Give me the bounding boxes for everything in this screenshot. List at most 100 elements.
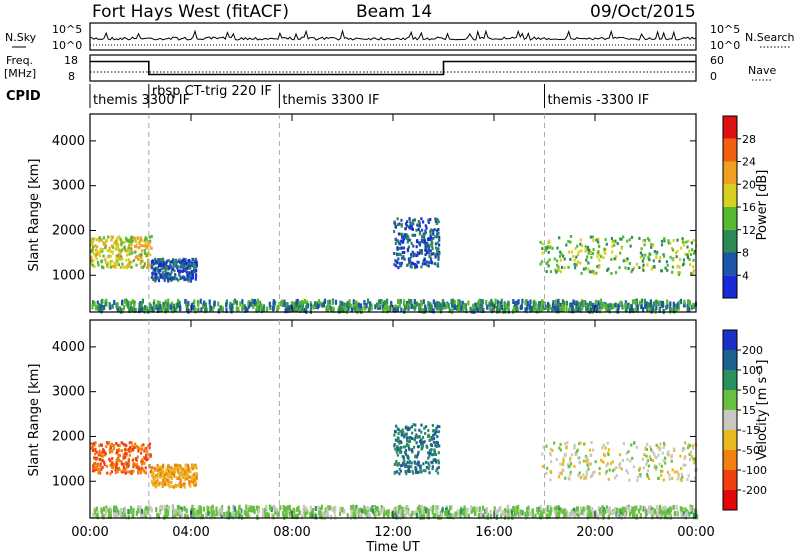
data-cell bbox=[142, 443, 145, 447]
data-cell bbox=[613, 242, 616, 245]
data-cell bbox=[318, 510, 321, 516]
data-cell bbox=[154, 484, 157, 488]
data-cell bbox=[524, 514, 527, 520]
data-cell bbox=[428, 251, 431, 255]
data-cell bbox=[233, 506, 236, 512]
data-cell bbox=[95, 466, 98, 470]
data-cell bbox=[424, 231, 427, 235]
data-cell bbox=[643, 453, 646, 457]
data-cell bbox=[604, 238, 607, 242]
data-cell bbox=[91, 449, 94, 452]
data-cell bbox=[173, 269, 176, 273]
data-cell bbox=[417, 228, 420, 231]
data-cell bbox=[410, 513, 413, 519]
data-cell bbox=[284, 506, 288, 512]
data-cell bbox=[462, 303, 466, 309]
data-cell bbox=[423, 258, 426, 262]
data-cell bbox=[93, 237, 96, 241]
data-cell bbox=[558, 236, 561, 240]
data-cell bbox=[515, 305, 518, 311]
data-cell bbox=[639, 475, 642, 479]
data-cell bbox=[98, 468, 101, 472]
nsearch-tick-top: 10^5 bbox=[710, 23, 740, 36]
data-cell bbox=[170, 260, 173, 264]
data-cell bbox=[199, 505, 202, 511]
data-cell bbox=[406, 240, 409, 244]
data-cell bbox=[256, 298, 259, 304]
data-cell bbox=[154, 304, 157, 310]
data-cell bbox=[166, 475, 169, 479]
data-cell bbox=[395, 252, 399, 256]
data-cell bbox=[241, 299, 244, 305]
data-cell bbox=[179, 465, 182, 469]
data-cell bbox=[111, 250, 114, 254]
data-cell bbox=[146, 254, 149, 257]
data-cell bbox=[113, 505, 116, 511]
data-cell bbox=[186, 303, 189, 309]
data-cell bbox=[414, 467, 417, 471]
data-cell bbox=[504, 514, 507, 520]
data-cell bbox=[666, 299, 669, 305]
data-cell bbox=[160, 468, 163, 472]
data-cell bbox=[256, 514, 259, 520]
data-cell bbox=[141, 259, 144, 263]
data-cell bbox=[677, 474, 680, 478]
data-cell bbox=[557, 303, 560, 309]
data-cell bbox=[186, 266, 189, 270]
data-cell bbox=[682, 511, 685, 517]
data-cell bbox=[102, 448, 105, 452]
data-cell bbox=[593, 307, 596, 313]
data-cell bbox=[352, 299, 355, 305]
data-cell bbox=[536, 507, 539, 512]
data-cell bbox=[159, 475, 162, 479]
data-cell bbox=[648, 307, 651, 313]
data-cell bbox=[427, 220, 430, 224]
data-cell bbox=[484, 514, 487, 520]
data-cell bbox=[571, 511, 575, 517]
colorbar-swatch bbox=[723, 330, 737, 350]
data-cell bbox=[341, 301, 344, 307]
data-cell bbox=[118, 459, 121, 463]
data-cell bbox=[94, 244, 97, 248]
data-cell bbox=[148, 442, 152, 446]
data-cell bbox=[373, 505, 376, 511]
data-cell bbox=[360, 308, 363, 314]
data-cell bbox=[586, 302, 589, 308]
data-cell bbox=[134, 445, 137, 449]
data-cell bbox=[144, 466, 147, 470]
data-cell bbox=[644, 508, 647, 514]
data-cell bbox=[149, 303, 152, 309]
data-cell bbox=[129, 238, 132, 242]
data-cell bbox=[618, 463, 621, 467]
data-cell bbox=[682, 447, 685, 451]
data-cell bbox=[591, 506, 594, 512]
data-cell bbox=[529, 307, 532, 313]
data-cell bbox=[156, 308, 160, 313]
data-cell bbox=[111, 444, 114, 448]
data-cell bbox=[228, 514, 231, 520]
data-cell bbox=[565, 306, 568, 311]
data-cell bbox=[131, 236, 135, 239]
data-cell bbox=[423, 240, 426, 243]
data-cell bbox=[570, 305, 573, 311]
data-cell bbox=[431, 467, 434, 471]
data-cell bbox=[398, 241, 401, 245]
data-cell bbox=[436, 435, 439, 439]
data-cell bbox=[424, 304, 427, 310]
data-cell bbox=[662, 459, 665, 463]
data-cell bbox=[116, 467, 119, 471]
data-cell bbox=[563, 266, 566, 270]
data-cell bbox=[579, 301, 582, 307]
data-cell bbox=[570, 302, 573, 308]
data-cell bbox=[555, 458, 558, 461]
data-cell bbox=[560, 252, 563, 256]
data-cell bbox=[587, 267, 590, 271]
data-cell bbox=[504, 302, 507, 308]
data-cell bbox=[557, 298, 560, 304]
data-cell bbox=[633, 441, 636, 445]
data-cell bbox=[426, 241, 429, 245]
data-cell bbox=[683, 456, 686, 460]
colorbar-frame bbox=[722, 329, 738, 511]
data-cell bbox=[420, 423, 423, 427]
data-cell bbox=[660, 474, 663, 477]
